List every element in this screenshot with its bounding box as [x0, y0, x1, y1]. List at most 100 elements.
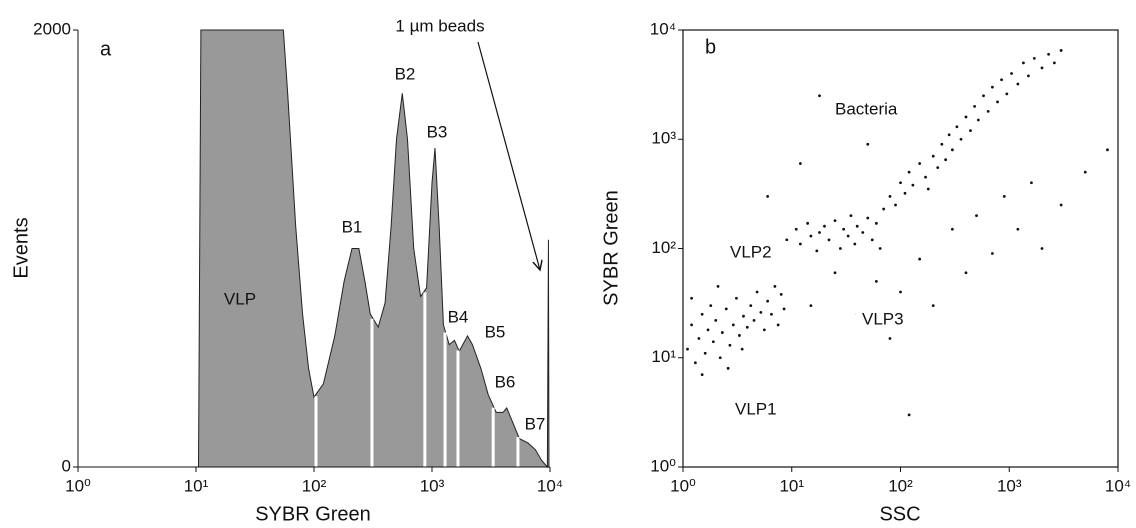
y-tick-label: 10³ — [651, 129, 676, 148]
point — [752, 318, 756, 322]
point — [874, 221, 878, 225]
point — [833, 219, 837, 223]
point — [838, 247, 842, 250]
panel-label: b — [705, 36, 716, 58]
annotation: VLP3 — [862, 309, 904, 328]
point — [878, 247, 882, 250]
label-backdrop — [856, 308, 926, 332]
point — [700, 373, 704, 377]
point — [833, 271, 837, 275]
point — [714, 318, 718, 322]
point — [870, 238, 874, 242]
point — [1083, 170, 1087, 174]
y-tick-label: 10¹ — [651, 347, 676, 366]
point — [716, 284, 720, 288]
annotation: B1 — [342, 217, 363, 236]
point — [853, 242, 857, 246]
x-tick-label: 10⁰ — [65, 476, 91, 495]
point — [1030, 181, 1033, 185]
point — [785, 238, 789, 242]
x-axis-label: SYBR Green — [255, 503, 371, 525]
point — [690, 296, 694, 300]
point — [718, 356, 722, 360]
point — [894, 203, 897, 207]
point — [1022, 61, 1025, 65]
point — [735, 296, 738, 300]
y-tick-label: 10² — [651, 238, 676, 257]
panel-label: a — [100, 38, 112, 60]
annotation: VLP1 — [735, 399, 777, 418]
point — [759, 311, 763, 314]
annotation: B6 — [495, 372, 516, 391]
point — [903, 191, 907, 195]
panel: 10⁰ 10¹ 10² 10³ 10⁴ 0 2000 a SYBR Green Events VLP… — [10, 16, 563, 525]
panel: 10⁰ 10¹ 10² 10³ 10⁴ 10⁰ 10¹ 10² 10³ 10⁴ b SSC SYBR G… — [600, 19, 1131, 525]
point — [815, 249, 819, 253]
x-tick-label: 10¹ — [184, 476, 209, 495]
point — [882, 207, 886, 211]
point — [964, 115, 968, 119]
point — [1032, 56, 1036, 60]
point — [806, 221, 810, 225]
annotation: Bacteria — [835, 99, 898, 118]
x-tick-label: 10² — [888, 476, 913, 495]
point — [950, 227, 954, 231]
annotation: B3 — [427, 122, 448, 141]
point — [762, 328, 766, 332]
point — [798, 242, 802, 246]
point — [1106, 148, 1109, 152]
point — [737, 334, 741, 337]
point — [973, 104, 976, 108]
label-backdrop — [729, 398, 799, 422]
point — [842, 227, 846, 231]
annotation: VLP — [224, 289, 256, 308]
point — [818, 94, 821, 98]
point — [950, 148, 954, 152]
point — [1052, 61, 1056, 65]
point — [1016, 82, 1020, 86]
point — [982, 94, 985, 98]
point — [742, 314, 745, 318]
point — [1000, 78, 1003, 82]
point — [907, 170, 911, 174]
point — [955, 125, 959, 129]
y-tick-label: 0 — [62, 456, 71, 475]
point — [809, 234, 813, 238]
point — [907, 413, 911, 417]
x-tick-label: 10⁰ — [670, 476, 696, 495]
point — [959, 137, 963, 141]
point — [899, 290, 902, 294]
point — [755, 290, 759, 294]
point — [918, 257, 922, 261]
point — [745, 325, 749, 329]
point — [924, 175, 927, 179]
y-axis-label: SYBR Green — [600, 190, 622, 306]
x-tick-label: 10³ — [420, 476, 445, 495]
point — [866, 142, 870, 146]
point — [740, 347, 744, 351]
point — [728, 343, 732, 347]
point — [899, 181, 902, 185]
y-axis-label: Events — [10, 217, 32, 278]
point — [964, 271, 968, 275]
point — [991, 85, 994, 89]
point — [724, 307, 728, 311]
point — [779, 293, 783, 296]
point — [809, 304, 813, 308]
point — [697, 337, 701, 340]
point — [991, 252, 994, 255]
point — [770, 312, 773, 316]
histogram-area — [197, 29, 550, 469]
point — [1016, 227, 1020, 231]
point — [818, 231, 821, 234]
point — [846, 234, 850, 238]
point — [773, 284, 777, 288]
point — [782, 307, 786, 311]
point — [766, 194, 770, 198]
point — [1040, 247, 1044, 250]
point — [766, 299, 770, 303]
point — [931, 304, 935, 308]
point — [918, 162, 922, 165]
point — [706, 328, 710, 332]
